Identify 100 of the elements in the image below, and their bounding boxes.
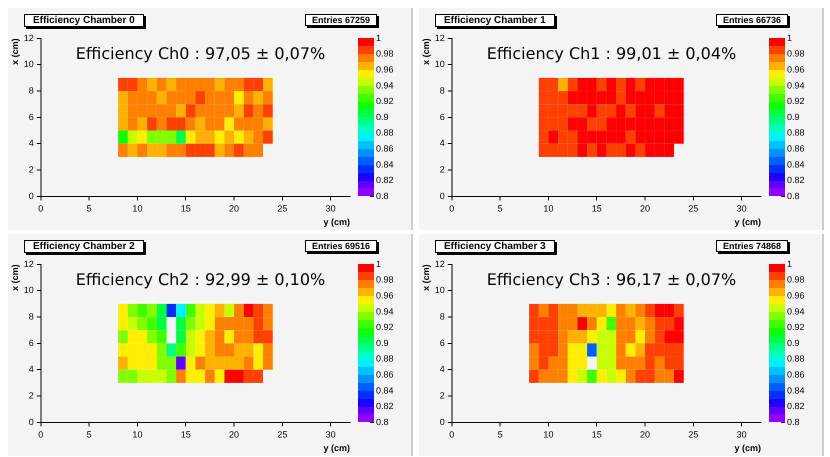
color-bar-label: 0.86 <box>376 369 394 380</box>
chart-title: Efficiency Chamber 3 <box>435 240 555 253</box>
y-tick-label: 12 <box>24 258 34 269</box>
color-bar-label: 0.88 <box>787 128 805 138</box>
color-bar-label: 0.9 <box>376 338 389 348</box>
x-tick-label: 25 <box>688 429 698 440</box>
x-tick-label: 30 <box>326 429 336 440</box>
x-tick-label: 15 <box>180 429 191 440</box>
x-tick-label: 30 <box>326 203 336 214</box>
x-axis-title: y (cm) <box>734 443 761 454</box>
annotation: Efficiency Ch2 : 92,99 ± 0,10% <box>74 270 326 289</box>
x-tick-label: 10 <box>132 203 142 214</box>
y-tick-label: 10 <box>434 285 445 296</box>
annotation: Efficiency Ch0 : 97,05 ± 0,07% <box>74 44 326 63</box>
x-tick-label: 25 <box>277 203 288 214</box>
color-bar-label: 0.96 <box>376 290 394 300</box>
x-axis-title: y (cm) <box>323 443 350 454</box>
y-tick-label: 2 <box>28 390 34 401</box>
color-bar-label: 0.84 <box>787 385 805 396</box>
color-bar-label: 0.9 <box>376 112 389 122</box>
color-bar-label: 0.98 <box>787 274 805 285</box>
x-axis-title: y (cm) <box>734 217 761 228</box>
annotation: Efficiency Ch1 : 99,01 ± 0,04% <box>486 44 738 63</box>
color-bar-label: 0.86 <box>787 369 805 380</box>
color-bar-label: 0.96 <box>376 64 394 74</box>
color-bar-label: 0.86 <box>787 143 805 154</box>
chart-title: Efficiency Chamber 2 <box>24 240 144 253</box>
color-bar-label: 0.82 <box>376 175 394 186</box>
color-bar-label: 0.94 <box>376 80 394 90</box>
x-tick-label: 0 <box>38 429 44 440</box>
y-axis-title: x (cm) <box>10 38 20 65</box>
y-tick-label: 0 <box>28 416 34 427</box>
y-tick-label: 10 <box>24 285 34 296</box>
y-axis-title: x (cm) <box>10 264 20 291</box>
x-tick-label: 5 <box>498 203 503 214</box>
y-tick-label: 4 <box>440 364 445 374</box>
color-bar-label: 0.84 <box>376 385 394 396</box>
color-bar-label: 0.88 <box>376 354 394 364</box>
x-tick-label: 20 <box>229 203 240 214</box>
color-bar-label: 0.96 <box>787 64 805 74</box>
y-tick-label: 4 <box>440 138 445 148</box>
color-bar-label: 0.96 <box>787 290 805 300</box>
x-tick-label: 20 <box>229 429 240 440</box>
x-tick-label: 15 <box>592 429 602 440</box>
x-tick-label: 5 <box>498 429 503 440</box>
chart-title: Efficiency Chamber 1 <box>435 14 555 27</box>
y-tick-label: 6 <box>440 112 445 122</box>
color-bar-label: 0.92 <box>787 322 805 332</box>
color-bar-label: 0.88 <box>376 128 394 138</box>
color-bar-label: 0.82 <box>376 401 394 412</box>
y-tick-label: 10 <box>434 59 445 70</box>
x-tick-label: 20 <box>640 429 650 440</box>
x-tick-label: 5 <box>86 203 92 214</box>
x-tick-label: 20 <box>640 203 650 214</box>
y-tick-label: 4 <box>28 364 34 374</box>
color-bar-label: 0.88 <box>787 354 805 364</box>
y-tick-label: 2 <box>28 164 34 175</box>
text: Entries 69516 <box>304 240 377 252</box>
y-tick-label: 0 <box>28 190 34 201</box>
color-bar-label: 0.8 <box>376 190 389 201</box>
y-tick-label: 8 <box>440 312 445 322</box>
color-bar-label: 0.8 <box>376 416 389 427</box>
chart-title: Efficiency Chamber 0 <box>24 14 144 27</box>
color-bar-label: 0.9 <box>787 338 800 348</box>
y-tick-label: 10 <box>24 59 34 70</box>
text: Entries 67259 <box>304 14 377 26</box>
text: Entries 66736 <box>716 14 788 26</box>
x-tick-label: 15 <box>592 203 602 214</box>
y-tick-label: 2 <box>440 390 445 401</box>
x-tick-label: 10 <box>543 429 554 440</box>
y-axis-title: x (cm) <box>420 38 431 65</box>
x-axis-title: y (cm) <box>323 217 350 228</box>
y-tick-label: 0 <box>440 416 445 427</box>
x-tick-label: 30 <box>736 429 747 440</box>
x-tick-label: 30 <box>736 203 747 214</box>
color-bar-label: 0.86 <box>376 143 394 154</box>
y-tick-label: 6 <box>440 338 445 348</box>
y-tick-label: 6 <box>28 338 34 348</box>
x-tick-label: 25 <box>688 203 698 214</box>
color-bar-label: 1 <box>376 258 382 269</box>
y-tick-label: 6 <box>28 112 34 122</box>
y-tick-label: 4 <box>28 138 34 148</box>
color-bar-label: 0.92 <box>376 322 394 332</box>
y-tick-label: 8 <box>28 312 34 322</box>
y-axis-title: x (cm) <box>420 264 431 291</box>
annotation: Efficiency Ch3 : 96,17 ± 0,07% <box>486 270 738 289</box>
color-bar-label: 0.92 <box>376 96 394 106</box>
y-tick-label: 2 <box>440 164 445 175</box>
x-tick-label: 25 <box>277 429 288 440</box>
color-bar-label: 0.98 <box>376 274 394 285</box>
color-bar-label: 0.94 <box>787 80 805 90</box>
color-bar-label: 0.98 <box>376 48 394 59</box>
x-tick-label: 10 <box>132 429 142 440</box>
x-tick-label: 5 <box>86 429 92 440</box>
color-bar-label: 1 <box>376 32 382 43</box>
color-bar-label: 0.82 <box>787 401 805 412</box>
color-bar-label: 1 <box>787 32 792 43</box>
color-bar-label: 0.94 <box>787 306 805 316</box>
x-tick-label: 0 <box>38 203 44 214</box>
color-bar-label: 0.94 <box>376 306 394 316</box>
